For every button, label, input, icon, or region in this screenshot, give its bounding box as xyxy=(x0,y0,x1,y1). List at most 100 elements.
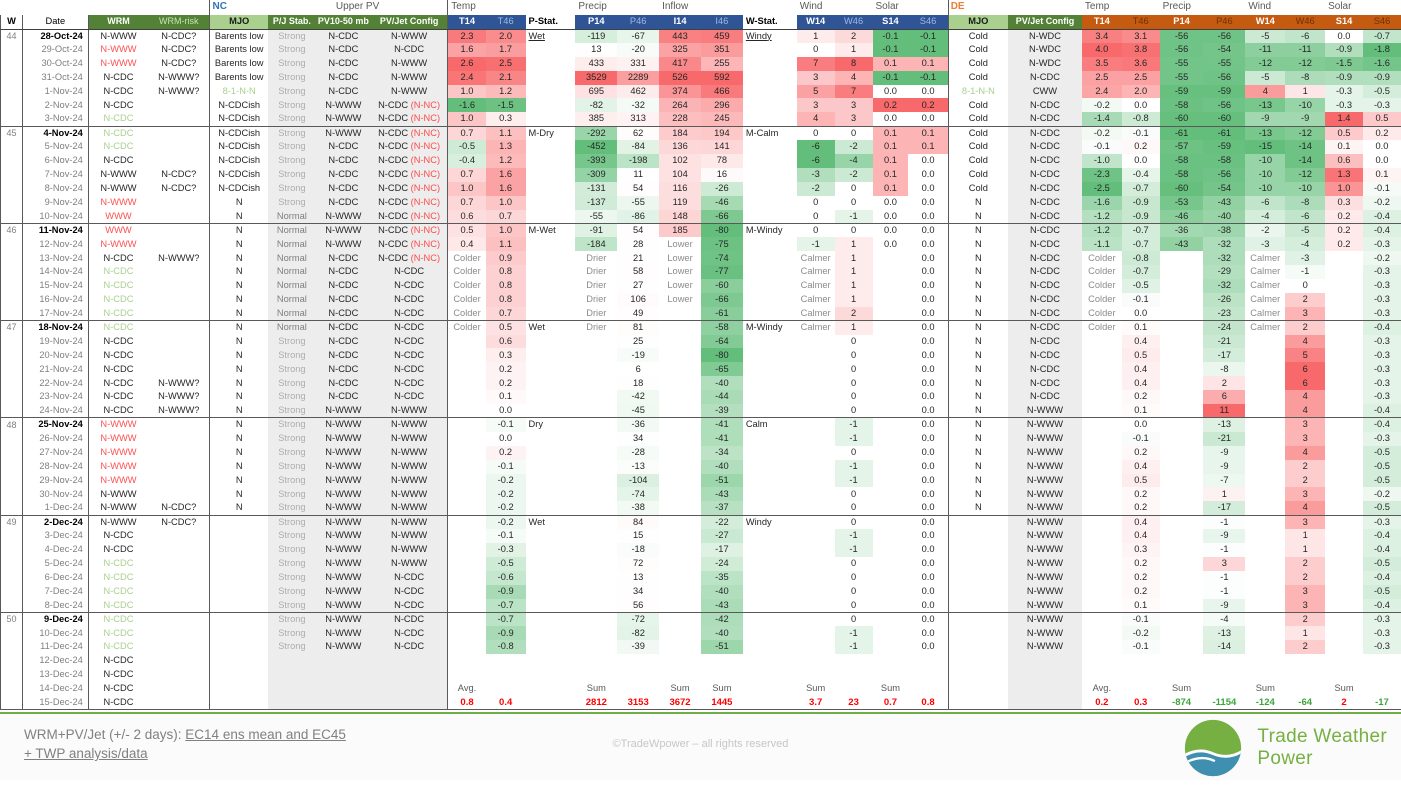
p46[interactable]: 49 xyxy=(617,306,660,321)
week-number[interactable] xyxy=(0,459,23,474)
de-s14[interactable] xyxy=(1325,585,1363,599)
wrm[interactable]: N-CDC xyxy=(87,70,149,85)
de-t14[interactable]: Colder xyxy=(1088,266,1116,277)
mjo-nc[interactable]: N-CDCish xyxy=(209,154,268,168)
col-header-16[interactable]: W14 xyxy=(796,14,835,30)
w-stat[interactable] xyxy=(743,112,797,126)
col-header-20[interactable]: MJO xyxy=(947,14,1008,30)
w14[interactable] xyxy=(797,390,835,404)
w14[interactable] xyxy=(797,376,835,390)
p46[interactable]: 27 xyxy=(617,279,660,293)
pvjet-config-de[interactable]: N-WWW xyxy=(1008,626,1082,641)
pvjet-config-de[interactable]: N-CDC xyxy=(1008,265,1082,280)
mjo-nc[interactable]: N-CDCish xyxy=(209,125,268,141)
de-s14[interactable] xyxy=(1325,417,1363,432)
de-p14[interactable]: -46 xyxy=(1159,209,1204,224)
wrm[interactable]: WWW xyxy=(87,209,149,224)
de-t46[interactable]: 0.4 xyxy=(1121,376,1160,391)
wrm-risk[interactable]: N-CDC? xyxy=(161,183,197,194)
mjo-nc[interactable]: N xyxy=(209,459,268,474)
s46[interactable]: 0.0 xyxy=(921,572,935,583)
mjo-nc[interactable]: N xyxy=(209,265,268,280)
mjo-de[interactable]: N xyxy=(947,209,1008,224)
t46[interactable]: 1.3 xyxy=(485,140,526,155)
de-p46[interactable]: -17 xyxy=(1203,501,1246,516)
p14[interactable] xyxy=(575,529,617,543)
i14[interactable] xyxy=(659,335,701,349)
date[interactable]: 17-Nov-24 xyxy=(21,306,89,321)
p14[interactable]: -452 xyxy=(575,140,618,155)
p14[interactable] xyxy=(575,654,617,668)
i46[interactable]: 592 xyxy=(700,70,743,85)
i14[interactable]: 102 xyxy=(659,154,701,168)
p46[interactable]: 56 xyxy=(617,598,660,613)
p46[interactable]: 6 xyxy=(617,362,660,377)
w14[interactable] xyxy=(797,543,835,557)
pvjet-config-nc[interactable]: N-CDC xyxy=(370,570,448,585)
w14[interactable] xyxy=(797,529,835,543)
mjo-de[interactable]: Cold xyxy=(947,167,1008,182)
i14[interactable]: 148 xyxy=(659,209,701,224)
de-s14[interactable] xyxy=(1325,571,1363,585)
col-header-14[interactable]: I46 xyxy=(700,14,743,30)
w-stat[interactable] xyxy=(743,251,797,265)
pvjet-config-nc[interactable]: N-CDC (N-NC) xyxy=(370,112,448,127)
de-s46[interactable]: -0.3 xyxy=(1362,237,1401,252)
mjo-de[interactable]: Cold xyxy=(947,56,1008,71)
de-p14[interactable] xyxy=(1160,529,1204,543)
de-t14[interactable]: -0.2 xyxy=(1081,98,1122,113)
mjo-nc[interactable]: N xyxy=(209,320,268,335)
de-s46[interactable]: -0.3 xyxy=(1362,334,1401,349)
de-w46[interactable]: -10 xyxy=(1285,181,1326,196)
p14[interactable]: Drier xyxy=(586,266,607,277)
de-w46[interactable]: 3 xyxy=(1285,487,1326,502)
de-w14[interactable]: -124 xyxy=(1245,695,1286,711)
de-w14[interactable]: -5 xyxy=(1245,28,1286,43)
de-t46[interactable]: 0.4 xyxy=(1121,529,1160,543)
de-w46[interactable]: 3 xyxy=(1285,514,1326,530)
de-p46[interactable]: 6 xyxy=(1203,390,1246,405)
w-stat[interactable] xyxy=(743,543,797,557)
w14[interactable] xyxy=(797,446,835,460)
wrm-risk[interactable] xyxy=(148,668,210,682)
w-stat[interactable] xyxy=(742,611,797,627)
s46[interactable]: 0.0 xyxy=(908,222,949,238)
p14[interactable]: -309 xyxy=(575,167,618,182)
mjo-nc[interactable]: N xyxy=(209,487,268,502)
pj-stab[interactable]: Normal xyxy=(267,237,316,252)
de-p14[interactable] xyxy=(1160,279,1204,293)
w14[interactable]: Sum xyxy=(806,683,826,694)
i46[interactable]: -51 xyxy=(700,473,743,488)
w14[interactable] xyxy=(797,585,835,599)
p-stat[interactable] xyxy=(525,611,576,627)
mjo-de[interactable]: N xyxy=(947,459,1008,474)
i14[interactable] xyxy=(659,585,701,599)
t46[interactable]: 1.6 xyxy=(485,181,526,196)
s46[interactable]: -0.1 xyxy=(908,28,949,43)
pvjet-config-de[interactable]: N-CDC xyxy=(1008,279,1082,293)
mjo-nc[interactable] xyxy=(209,556,268,571)
wrm-risk[interactable] xyxy=(148,210,210,224)
w14[interactable] xyxy=(797,348,835,362)
date[interactable]: 9-Dec-24 xyxy=(21,611,89,627)
date[interactable]: 2-Nov-24 xyxy=(21,98,89,113)
p14[interactable] xyxy=(575,362,617,376)
t14[interactable]: -0.5 xyxy=(447,140,486,155)
w-stat[interactable] xyxy=(743,154,797,168)
t46[interactable]: 0.8 xyxy=(485,265,526,280)
de-t46[interactable]: 0.4 xyxy=(1121,514,1160,530)
mjo-de[interactable]: N xyxy=(947,195,1008,210)
de-s46[interactable]: -0.9 xyxy=(1362,70,1401,85)
mjo-nc[interactable] xyxy=(209,654,268,668)
wrm[interactable]: N-CDC xyxy=(87,681,149,696)
de-t14[interactable] xyxy=(1082,585,1122,599)
de-p46[interactable]: -4 xyxy=(1203,611,1246,627)
de-s14[interactable] xyxy=(1325,611,1363,627)
date[interactable]: 30-Oct-24 xyxy=(21,56,89,71)
p14[interactable]: 433 xyxy=(575,56,618,71)
week-number[interactable]: 50 xyxy=(0,611,23,627)
de-t14[interactable] xyxy=(1082,376,1122,390)
de-s46[interactable] xyxy=(1363,654,1401,668)
t46[interactable]: -0.2 xyxy=(485,501,526,516)
mjo-de[interactable]: N xyxy=(947,279,1008,293)
